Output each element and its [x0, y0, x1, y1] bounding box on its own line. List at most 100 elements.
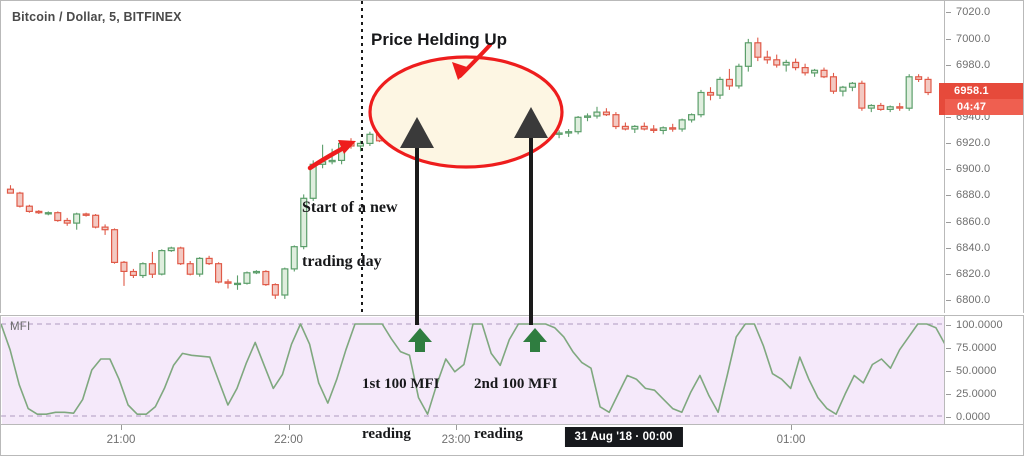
candle-body	[716, 78, 724, 96]
price-tick-label: 6860.0	[956, 215, 991, 228]
candle-body	[612, 114, 620, 128]
candle-body	[196, 257, 204, 275]
candle-body	[6, 188, 15, 194]
price-tick-mark	[946, 273, 951, 275]
mfi-indicator-label: MFI	[10, 321, 31, 333]
candle-body	[252, 270, 261, 274]
mfi-tick-label: 75.0000	[956, 342, 997, 354]
candle-body	[300, 197, 308, 248]
price-axis[interactable]: 6800.0 6820.0 6840.0 6860.0 6880.0 6900.0 6920…	[944, 1, 1023, 313]
candle-body	[404, 127, 412, 145]
candle-body	[44, 212, 52, 215]
price-tick-label: 6900.0	[956, 163, 991, 176]
price-tick-mark	[946, 64, 951, 66]
candle-body	[555, 132, 563, 135]
candle-body	[92, 214, 100, 228]
candle-body	[63, 219, 71, 224]
annotation-mfi2-line1: 2nd 100 MFI	[474, 375, 558, 392]
candle-body	[243, 272, 251, 284]
candle-body	[792, 61, 800, 69]
candle-body	[470, 106, 478, 112]
candle-body	[763, 56, 771, 61]
candle-body	[706, 91, 715, 96]
candle-body	[479, 106, 488, 109]
candle-body	[120, 261, 128, 272]
time-tick-label: 23:00	[441, 434, 471, 446]
price-tick-mark	[946, 143, 951, 145]
candle-body	[593, 111, 601, 117]
time-axis[interactable]: 21:00 22:00 23:00 31 Aug '18 · 00:00 01:00	[0, 425, 1024, 456]
candle-body	[565, 131, 573, 134]
price-tick-mark	[946, 38, 951, 40]
candle-body	[432, 133, 440, 141]
candle-body	[215, 263, 223, 283]
candle-body	[877, 104, 885, 111]
candle-body	[820, 69, 828, 78]
current-time-badge[interactable]: 31 Aug '18 · 00:00	[564, 427, 683, 447]
countdown-timer: 04:47	[945, 99, 1023, 115]
time-tick-label: 21:00	[106, 434, 136, 446]
chart-symbol-title: Bitcoin / Dollar, 5, BITFINEX	[12, 10, 182, 24]
candle-body	[905, 76, 913, 109]
candle-body	[754, 42, 762, 58]
candle-body	[801, 66, 809, 74]
candle-body	[498, 114, 506, 124]
candle-body	[413, 127, 421, 130]
candle-body	[186, 263, 194, 275]
candle-body	[896, 106, 904, 109]
candle-body	[328, 159, 336, 163]
candle-body	[347, 142, 355, 147]
candle-body	[271, 284, 279, 296]
candle-body	[423, 128, 431, 135]
mfi-tick-label: 100.0000	[956, 319, 1003, 331]
candle-body	[25, 205, 33, 212]
last-price-value: 6958.1	[945, 83, 1023, 99]
candle-body	[659, 127, 667, 132]
last-price-badge[interactable]: 6958.1 04:47	[945, 83, 1023, 115]
price-tick-mark	[946, 116, 951, 118]
candle-body	[489, 106, 497, 116]
candle-body	[650, 128, 658, 132]
time-tick-mark	[288, 425, 290, 430]
price-tick-label: 6980.0	[956, 58, 991, 71]
candle-body	[810, 69, 819, 74]
price-tick-label: 6820.0	[956, 267, 991, 280]
mfi-pane[interactable]: 0.0000 25.0000 50.0000 75.0000 100.0000 MFI	[0, 315, 1024, 425]
candle-body	[234, 282, 242, 286]
mfi-line-path	[1, 323, 946, 415]
annotation-mfi1-line1: 1st 100 MFI	[362, 375, 440, 392]
candle-body	[356, 142, 365, 147]
candle-body	[915, 76, 923, 81]
candle-body	[148, 263, 156, 275]
mfi-tick-label: 25.0000	[956, 388, 997, 400]
mfi-tick-mark	[946, 371, 951, 372]
candle-body	[583, 115, 592, 118]
candle-body	[224, 281, 232, 284]
candle-body	[139, 263, 147, 277]
mfi-axis[interactable]: 0.0000 25.0000 50.0000 75.0000 100.0000	[944, 316, 1023, 424]
price-tick-mark	[946, 12, 951, 14]
candle-body	[110, 229, 119, 263]
candle-body	[669, 127, 677, 130]
candle-body	[687, 114, 696, 121]
candle-body	[262, 270, 270, 286]
candle-body	[858, 82, 866, 109]
candle-body	[281, 268, 289, 296]
mfi-line-series	[1, 323, 946, 417]
candle-body	[602, 111, 611, 116]
mfi-tick-mark	[946, 325, 951, 326]
price-pane[interactable]: 6800.0 6820.0 6840.0 6860.0 6880.0 6900.0 6920…	[0, 0, 1024, 313]
candle-body	[54, 212, 62, 222]
candle-body	[442, 129, 450, 141]
candle-body	[725, 78, 734, 87]
time-tick-mark	[456, 425, 457, 430]
mfi-tick-mark	[946, 394, 951, 395]
candle-body	[101, 226, 109, 231]
mfi-plot-area[interactable]	[1, 316, 947, 424]
mfi-tick-mark	[946, 417, 951, 418]
candle-body	[16, 192, 24, 207]
price-tick-mark	[946, 195, 951, 197]
candle-body	[129, 270, 138, 277]
candle-body	[867, 104, 875, 109]
mfi-tick-label: 0.0000	[956, 411, 991, 423]
